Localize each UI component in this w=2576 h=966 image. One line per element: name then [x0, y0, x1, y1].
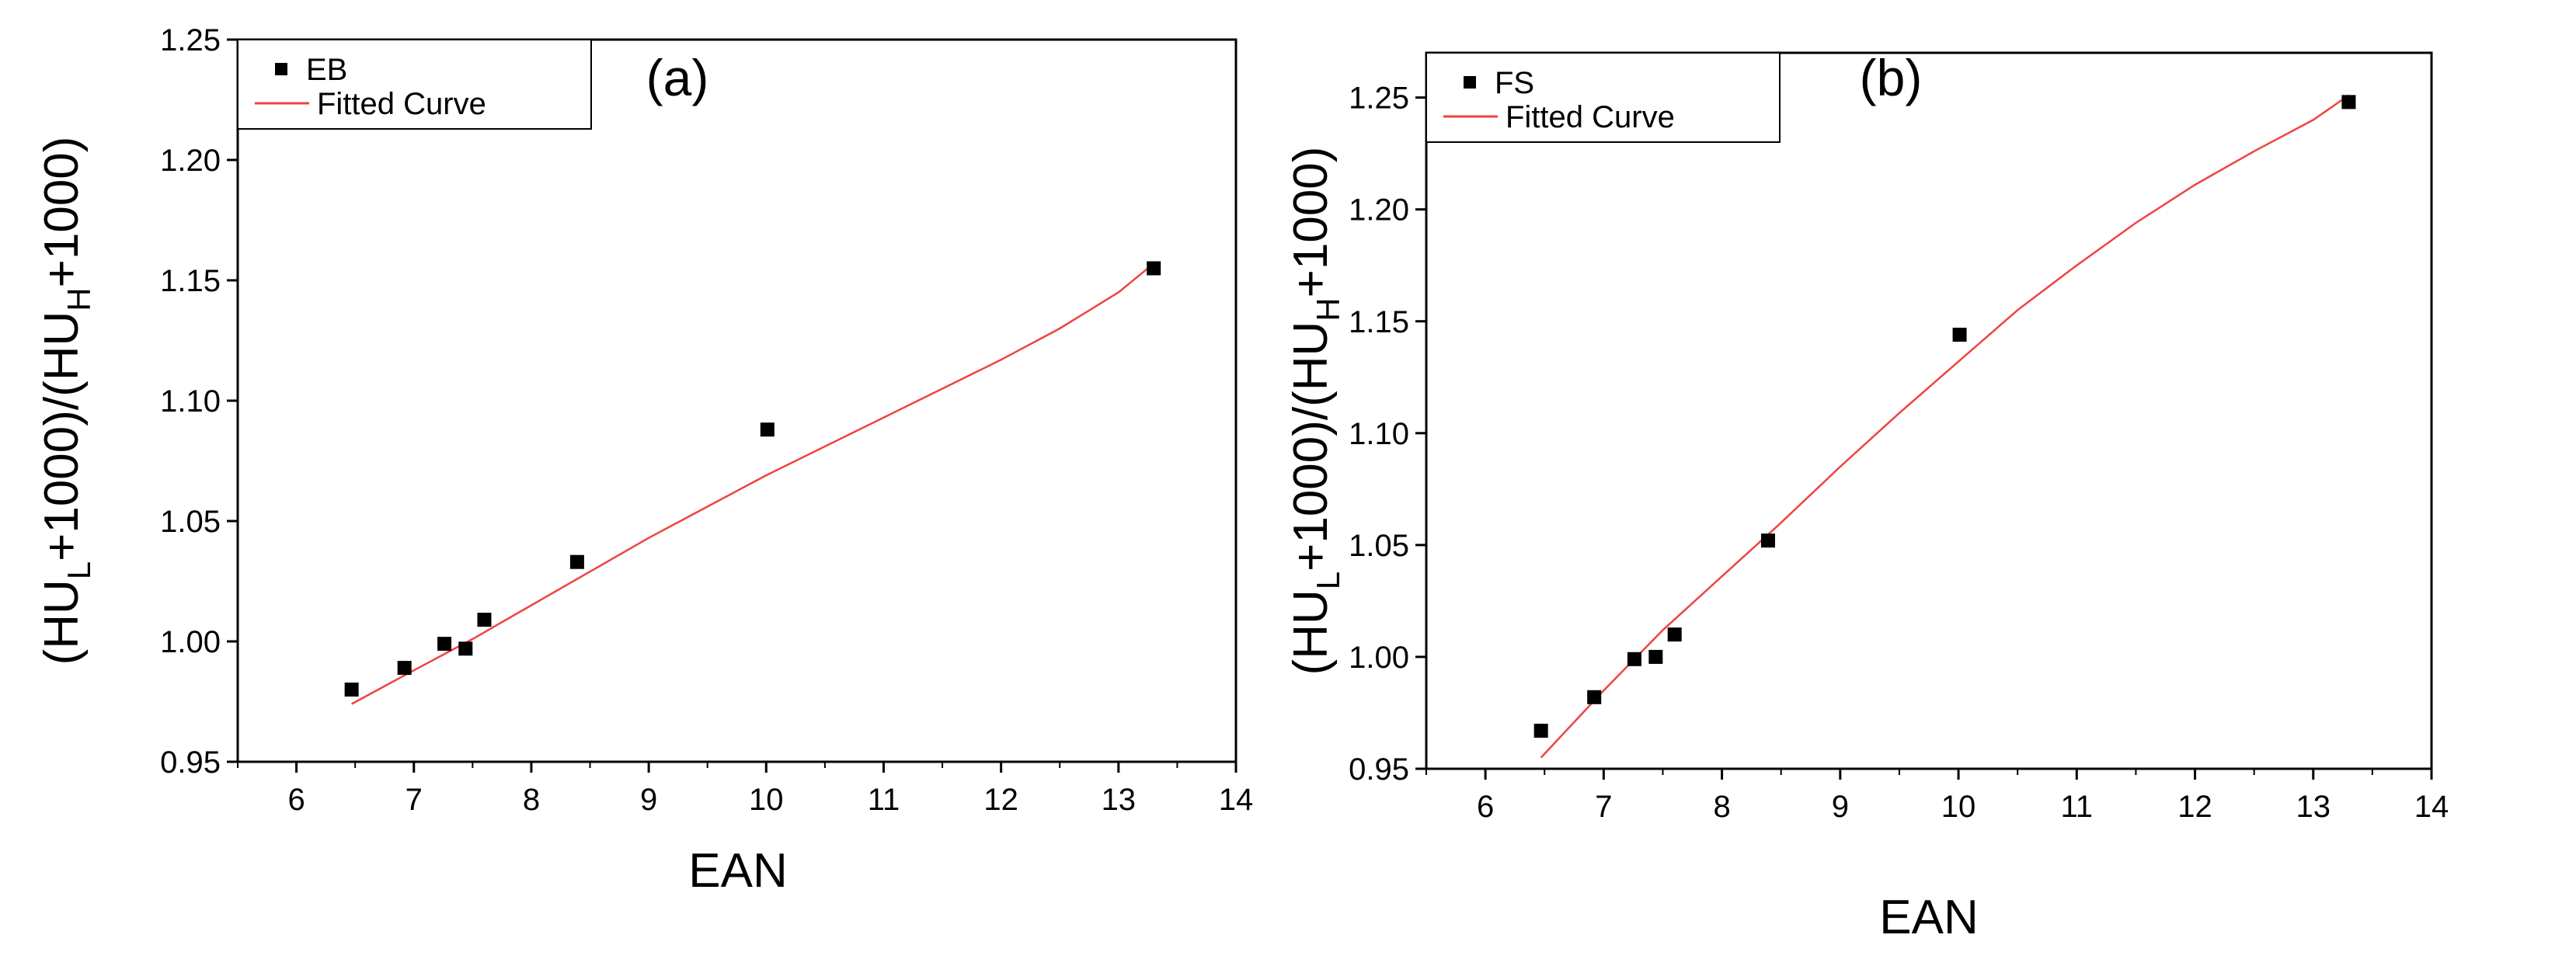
panel-label: (b) [1860, 49, 1923, 106]
data-point [397, 661, 412, 676]
data-point [344, 683, 359, 697]
y-axis-title-part: +1000) [1284, 147, 1338, 298]
x-tick-label: 7 [1595, 790, 1612, 824]
x-tick-label: 10 [1941, 790, 1976, 824]
x-tick-label: 14 [2414, 790, 2449, 824]
data-point [437, 637, 452, 652]
y-tick-label: 0.95 [1349, 752, 1409, 787]
legend-label-points: FS [1495, 66, 1534, 100]
x-axis-title: EAN [1879, 891, 1978, 944]
data-point [1667, 627, 1682, 642]
y-tick-label: 1.10 [1349, 417, 1409, 451]
chart-panel-a: 6 7 8 9 10 11 12 13 14 0.95 1.00 1.05 1.10 1.15 1.20 1.… [35, 23, 1254, 898]
x-axis-title: EAN [688, 844, 787, 898]
x-tick-label: 6 [287, 783, 305, 817]
data-point [1533, 724, 1548, 738]
x-tick-label: 14 [1219, 783, 1254, 817]
y-axis-title: (HUL+1000)/(HUH+1000) [35, 137, 97, 665]
legend-marker-points [275, 63, 287, 75]
data-point [1147, 261, 1161, 276]
data-point [1627, 652, 1641, 666]
legend-label-curve: Fitted Curve [317, 87, 486, 121]
y-tick-label: 1.20 [160, 144, 221, 178]
x-tick-label: 6 [1477, 790, 1494, 824]
fitted-curve-line [1540, 94, 2350, 759]
plot-frame [1425, 51, 2433, 770]
fitted-curve-line [351, 262, 1154, 705]
x-tick-label: 11 [868, 783, 900, 817]
legend-box [237, 39, 592, 130]
data-point [1760, 533, 1775, 548]
y-tick-label: 1.25 [1349, 82, 1409, 116]
data-point [458, 641, 473, 656]
y-tick-label: 1.05 [1349, 529, 1409, 563]
data-point [569, 554, 584, 569]
y-axis-title-part: +1000)/(HU [1284, 321, 1338, 572]
data-point [760, 422, 775, 437]
y-axis-title-part: (HU [1284, 589, 1338, 675]
y-axis-title-subscript: H [1310, 297, 1346, 321]
chart-panel-b: 6 7 8 9 10 11 12 13 14 0.95 1.00 1.05 1.10 1.15 1.20 1.… [1284, 49, 2449, 944]
x-tick-label: 9 [640, 783, 657, 817]
legend-label-points: EB [306, 53, 347, 87]
y-tick-label: 1.20 [1349, 193, 1409, 228]
y-tick-label: 1.00 [1349, 641, 1409, 675]
y-tick-label: 1.15 [160, 264, 221, 298]
x-tick-label: 13 [1102, 783, 1137, 817]
x-tick-label: 8 [1713, 790, 1730, 824]
y-axis-title-part: +1000) [35, 137, 89, 288]
data-point [1648, 649, 1663, 664]
data-point [1587, 690, 1602, 704]
x-tick-label: 7 [406, 783, 423, 817]
y-tick-label: 1.10 [160, 384, 221, 419]
x-tick-label: 10 [749, 783, 784, 817]
y-axis-title-subscript: L [1310, 572, 1346, 589]
y-axis-title-part: (HU [35, 579, 89, 665]
panel-label: (a) [646, 49, 709, 106]
x-tick-label: 11 [2061, 790, 2094, 824]
y-tick-label: 0.95 [160, 745, 221, 780]
x-tick-label: 9 [1832, 790, 1849, 824]
data-point [477, 613, 492, 627]
plot-frame [236, 38, 1238, 763]
data-point [2341, 95, 2356, 109]
y-tick-label: 1.25 [160, 23, 221, 57]
x-tick-label: 12 [2177, 790, 2212, 824]
y-tick-label: 1.00 [160, 625, 221, 659]
legend-label-curve: Fitted Curve [1506, 100, 1675, 134]
legend-box [1426, 52, 1781, 143]
y-axis-title-part: +1000)/(HU [35, 311, 89, 561]
y-tick-label: 1.05 [160, 505, 221, 539]
y-axis-title-subscript: L [61, 561, 97, 579]
y-axis-title: (HUL+1000)/(HUH+1000) [1284, 147, 1346, 676]
x-tick-label: 13 [2296, 790, 2331, 824]
x-tick-label: 12 [983, 783, 1018, 817]
legend-marker-points [1464, 76, 1476, 89]
y-tick-label: 1.15 [1349, 305, 1409, 339]
y-axis-title-subscript: H [61, 287, 97, 311]
data-point [1952, 328, 1967, 342]
x-tick-label: 8 [523, 783, 540, 817]
